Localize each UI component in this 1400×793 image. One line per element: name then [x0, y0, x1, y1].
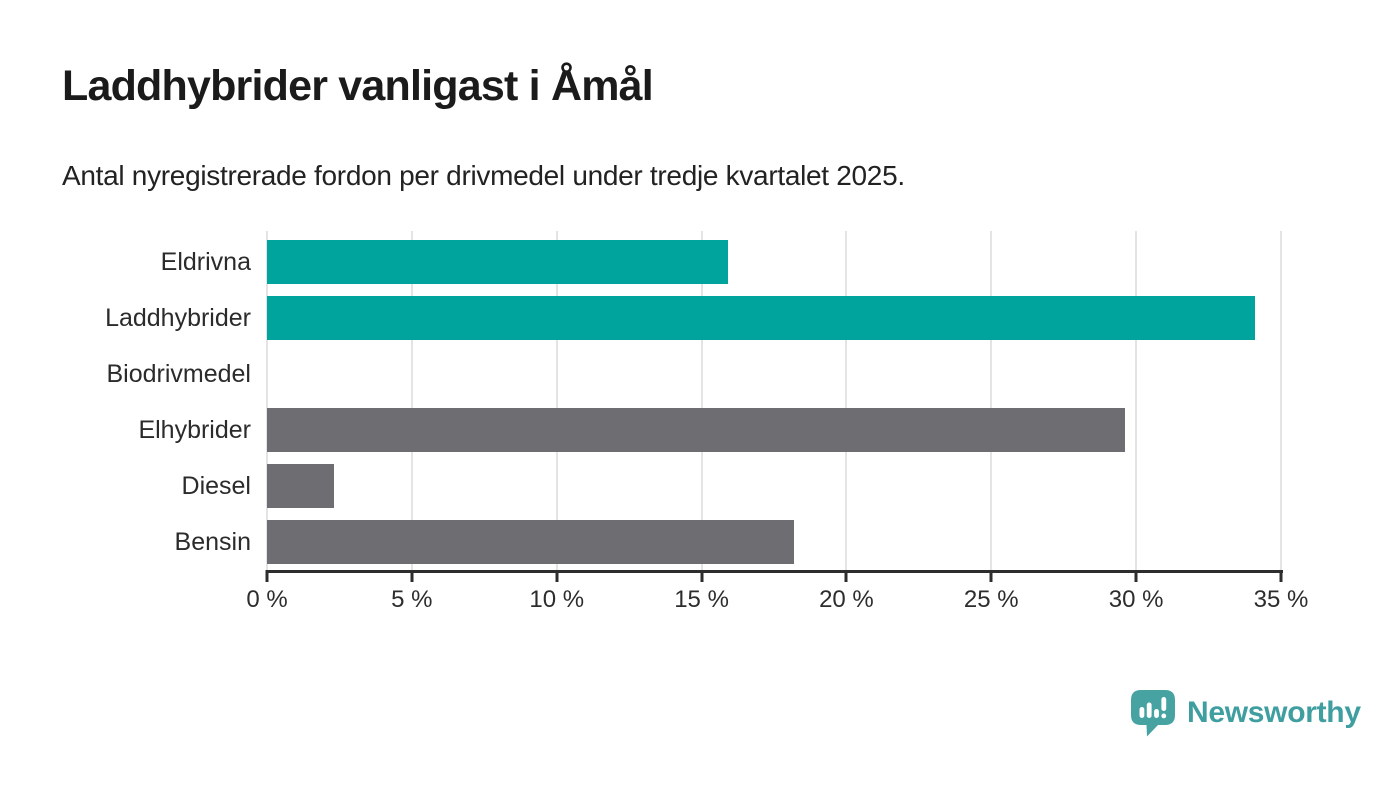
x-tick-20 [844, 570, 848, 582]
bar-chart-speech-bubble-icon [1130, 689, 1176, 737]
x-tick-30 [1134, 570, 1138, 582]
newsworthy-logo-text: Newsworthy [1187, 696, 1361, 729]
x-tick-label-20: 20 % [819, 586, 874, 613]
x-tick-label-35: 35 % [1253, 586, 1309, 613]
x-tick-label-5: 5 % [391, 586, 433, 613]
category-label-eldrivna: Eldrivna [160, 248, 251, 276]
x-axis-line [266, 570, 1283, 573]
newsworthy-logo[interactable]: Newsworthy [1130, 688, 1361, 738]
category-label-bensin: Bensin [174, 528, 251, 556]
gridline-10 [555, 231, 558, 570]
category-label-biodrivmedel: Biodrivmedel [106, 360, 251, 388]
x-tick-label-10: 10 % [529, 586, 585, 613]
bar-laddhybrider [267, 296, 1255, 340]
bar-eldrivna [267, 240, 728, 284]
chart-title: Laddhybrider vanligast i Åmål [62, 62, 654, 110]
plot-area: 0 % 5 % 10 % 15 % 20 % 25 % 30 % 35 % [246, 231, 1308, 613]
x-tick-10 [555, 570, 559, 582]
category-labels-column: Eldrivna Laddhybrider Biodrivmedel Elhybrid… [0, 231, 251, 570]
bar-bensin [267, 520, 795, 564]
gridline-15 [700, 231, 703, 570]
gridline-25 [990, 231, 993, 570]
x-tick-label-30: 30 % [1108, 586, 1164, 613]
x-tick-25 [989, 570, 993, 582]
gridline-20 [845, 231, 848, 570]
x-tick-5 [410, 570, 414, 582]
bar-elhybrider [267, 408, 1125, 452]
gridline-35 [1280, 231, 1282, 570]
gridline-0 [266, 231, 268, 570]
x-tick-15 [700, 570, 704, 582]
x-tick-label-0: 0 % [246, 586, 288, 613]
category-label-elhybrider: Elhybrider [138, 416, 251, 444]
bar-chart: Eldrivna Laddhybrider Biodrivmedel Elhybrid… [0, 231, 1400, 631]
x-tick-label-15: 15 % [674, 586, 729, 613]
x-tick-0 [265, 570, 269, 582]
gridline-5 [410, 231, 413, 570]
x-tick-label-25: 25 % [963, 586, 1019, 613]
category-label-laddhybrider: Laddhybrider [105, 304, 251, 332]
category-label-diesel: Diesel [181, 472, 251, 500]
x-tick-35 [1279, 570, 1283, 582]
bar-diesel [267, 464, 334, 508]
gridline-30 [1135, 231, 1138, 570]
chart-subtitle: Antal nyregistrerade fordon per drivmede… [62, 160, 905, 191]
